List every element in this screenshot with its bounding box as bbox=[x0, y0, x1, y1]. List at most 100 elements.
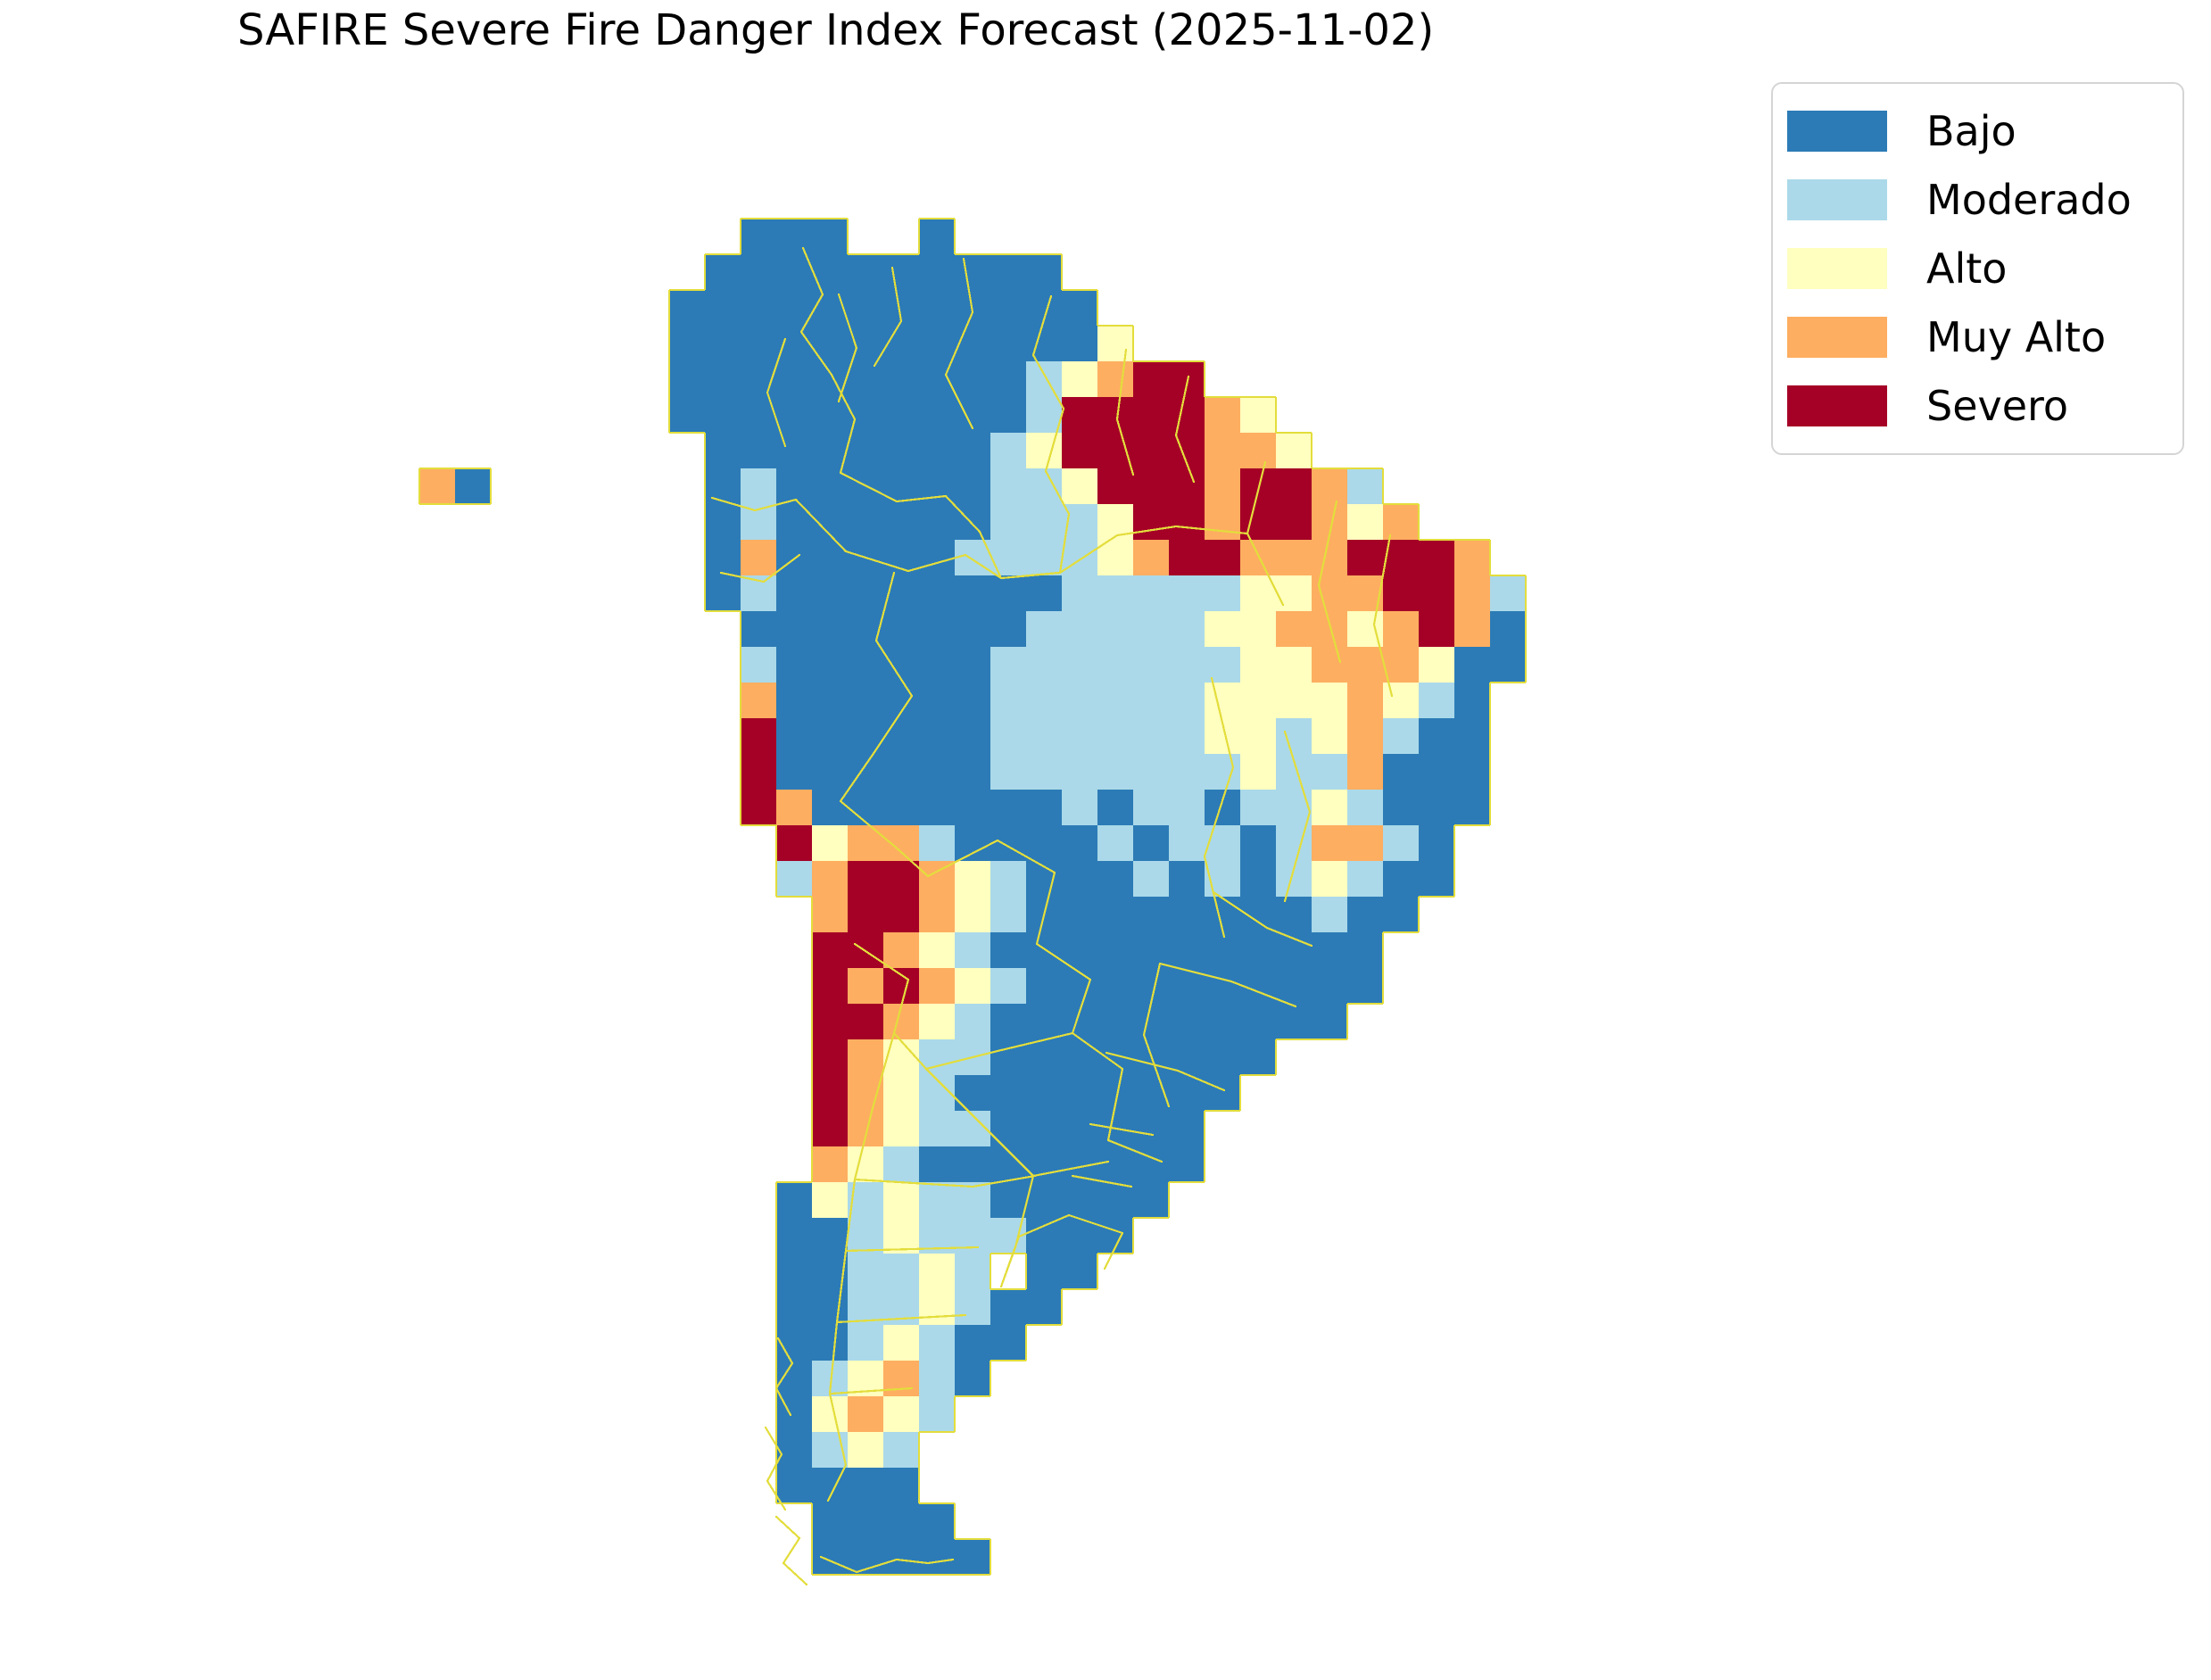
raster-cell-bajo bbox=[883, 647, 919, 683]
raster-cell-moderado bbox=[848, 1218, 883, 1254]
raster-cell-bajo bbox=[1026, 825, 1062, 861]
raster-cell-bajo bbox=[776, 718, 812, 754]
boundary-line bbox=[774, 1515, 808, 1586]
raster-cell-bajo bbox=[848, 254, 883, 290]
raster-cell-severo bbox=[1133, 397, 1169, 433]
boundary-line bbox=[774, 1337, 794, 1417]
raster-cell-moderado bbox=[990, 718, 1026, 754]
raster-cell-bajo bbox=[955, 1325, 990, 1361]
raster-cell-moderado bbox=[883, 1254, 919, 1289]
raster-cell-moderado bbox=[990, 468, 1026, 504]
raster-cell-bajo bbox=[1097, 861, 1133, 897]
raster-cell-severo bbox=[812, 1111, 848, 1146]
raster-cell-bajo bbox=[1419, 790, 1454, 825]
raster-cell-alto bbox=[919, 1289, 955, 1325]
raster-cell-severo bbox=[1419, 575, 1454, 611]
raster-cell-bajo bbox=[1062, 1254, 1097, 1289]
raster-cell-bajo bbox=[1062, 1111, 1097, 1146]
raster-cell-bajo bbox=[990, 254, 1026, 290]
raster-cell-bajo bbox=[883, 1503, 919, 1539]
raster-cell-bajo bbox=[919, 1146, 955, 1182]
raster-cell-bajo bbox=[1026, 932, 1062, 968]
raster-cell-bajo bbox=[990, 397, 1026, 433]
raster-cell-moderado bbox=[1097, 575, 1133, 611]
raster-cell-alto bbox=[919, 1004, 955, 1039]
raster-cell-moderado bbox=[919, 825, 955, 861]
raster-cell-moderado bbox=[1026, 718, 1062, 754]
raster-cell-alto bbox=[1347, 611, 1383, 647]
raster-cell-moderado bbox=[1419, 683, 1454, 718]
raster-cell-bajo bbox=[776, 1289, 812, 1325]
raster-cell-bajo bbox=[883, 1539, 919, 1575]
raster-cell-moderado bbox=[990, 897, 1026, 932]
raster-cell-bajo bbox=[1490, 647, 1526, 683]
raster-cell-bajo bbox=[990, 361, 1026, 397]
raster-cell-bajo bbox=[919, 575, 955, 611]
raster-cell-alto bbox=[848, 1432, 883, 1468]
legend-label: Moderado bbox=[1926, 175, 2132, 224]
raster-cell-muy-alto bbox=[883, 932, 919, 968]
raster-cell-alto bbox=[1026, 433, 1062, 468]
raster-cell-alto bbox=[1276, 683, 1312, 718]
raster-cell-severo bbox=[1240, 468, 1276, 504]
raster-cell-alto bbox=[955, 968, 990, 1004]
danger-raster bbox=[419, 219, 1526, 1575]
raster-cell-bajo bbox=[1133, 1004, 1169, 1039]
raster-cell-moderado bbox=[1026, 540, 1062, 575]
raster-cell-bajo bbox=[812, 790, 848, 825]
raster-cell-severo bbox=[812, 932, 848, 968]
raster-cell-severo bbox=[1133, 504, 1169, 540]
raster-cell-muy-alto bbox=[1205, 468, 1240, 504]
raster-cell-bajo bbox=[955, 1539, 990, 1575]
boundary-line bbox=[719, 553, 801, 583]
raster-cell-moderado bbox=[955, 932, 990, 968]
raster-cell-bajo bbox=[1062, 1039, 1097, 1075]
raster-cell-bajo bbox=[919, 718, 955, 754]
raster-cell-bajo bbox=[669, 326, 705, 361]
raster-cell-bajo bbox=[776, 1254, 812, 1289]
raster-cell-moderado bbox=[1240, 790, 1276, 825]
legend-item-bajo: Bajo bbox=[1787, 96, 2182, 165]
raster-cell-bajo bbox=[848, 575, 883, 611]
raster-cell-bajo bbox=[955, 575, 990, 611]
raster-cell-alto bbox=[883, 1111, 919, 1146]
legend-swatch-icon bbox=[1787, 178, 1887, 220]
raster-cell-bajo bbox=[776, 326, 812, 361]
raster-cell-bajo bbox=[919, 754, 955, 790]
raster-cell-muy-alto bbox=[1312, 825, 1347, 861]
raster-cell-bajo bbox=[705, 540, 741, 575]
raster-cell-bajo bbox=[669, 290, 705, 326]
boundary-line bbox=[853, 942, 928, 1071]
raster-cell-muy-alto bbox=[919, 897, 955, 932]
raster-cell-alto bbox=[919, 1254, 955, 1289]
raster-cell-moderado bbox=[1062, 611, 1097, 647]
raster-cell-bajo bbox=[883, 1468, 919, 1503]
raster-cell-bajo bbox=[741, 254, 776, 290]
raster-cell-bajo bbox=[1490, 611, 1526, 647]
raster-cell-bajo bbox=[848, 718, 883, 754]
raster-cell-bajo bbox=[705, 468, 741, 504]
raster-cell-moderado bbox=[1383, 825, 1419, 861]
raster-cell-bajo bbox=[1133, 897, 1169, 932]
coastline bbox=[418, 218, 1527, 1576]
legend-swatch-icon bbox=[1787, 110, 1887, 152]
raster-cell-bajo bbox=[1169, 1004, 1205, 1039]
raster-cell-alto bbox=[1240, 718, 1276, 754]
boundary-line bbox=[1212, 890, 1313, 948]
raster-cell-bajo bbox=[1312, 932, 1347, 968]
legend-label: Bajo bbox=[1926, 106, 2016, 155]
raster-cell-moderado bbox=[1312, 897, 1347, 932]
raster-cell-bajo bbox=[776, 1432, 812, 1468]
raster-cell-alto bbox=[883, 1075, 919, 1111]
raster-cell-severo bbox=[1133, 468, 1169, 504]
raster-cell-muy-alto bbox=[1097, 361, 1133, 397]
raster-cell-moderado bbox=[1169, 754, 1205, 790]
raster-cell-bajo bbox=[1312, 1004, 1347, 1039]
raster-cell-bajo bbox=[1133, 1111, 1169, 1146]
raster-cell-bajo bbox=[955, 825, 990, 861]
boundary-line bbox=[853, 1174, 1037, 1188]
raster-cell-bajo bbox=[1419, 718, 1454, 754]
raster-cell-bajo bbox=[812, 683, 848, 718]
raster-cell-muy-alto bbox=[1347, 683, 1383, 718]
raster-cell-muy-alto bbox=[1454, 611, 1490, 647]
